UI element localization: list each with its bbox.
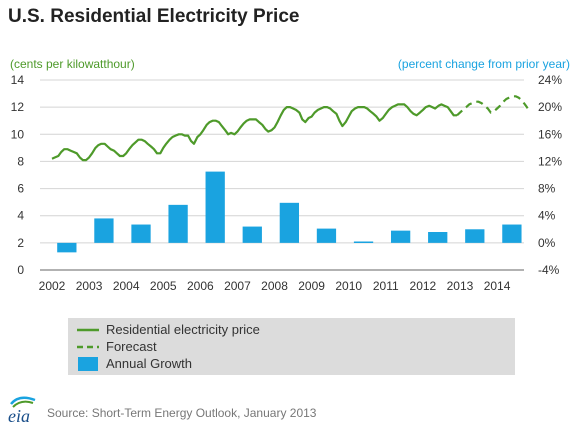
x-tick-label: 2005 xyxy=(150,279,177,293)
x-tick-label: 2006 xyxy=(187,279,214,293)
logo-arc2-icon xyxy=(12,400,34,408)
growth-bar xyxy=(168,204,188,243)
price-forecast-line xyxy=(456,95,532,117)
growth-bar xyxy=(94,218,114,243)
left-axis-label: (cents per kilowatthour) xyxy=(10,57,135,71)
x-tick-label: 2010 xyxy=(335,279,362,293)
legend-swatch-growth xyxy=(78,357,98,371)
x-tick-label: 2013 xyxy=(447,279,474,293)
growth-bar xyxy=(390,230,411,243)
eia-logo: eia xyxy=(8,396,36,426)
y-right-tick-label: 12% xyxy=(538,154,562,168)
growth-bar xyxy=(502,224,522,243)
growth-bar xyxy=(242,226,262,243)
y-right-tick-label: 20% xyxy=(538,100,562,114)
logo-arc-icon xyxy=(10,396,36,405)
source-note: Source: Short-Term Energy Outlook, Janua… xyxy=(47,406,317,420)
x-tick-label: 2007 xyxy=(224,279,251,293)
growth-bar xyxy=(205,171,225,243)
legend: Residential electricity price Forecast A… xyxy=(68,318,515,375)
legend-swatch-forecast xyxy=(77,345,99,349)
x-tick-label: 2014 xyxy=(484,279,511,293)
legend-label-growth: Annual Growth xyxy=(106,356,192,371)
x-tick-label: 2004 xyxy=(113,279,140,293)
y-right-tick-label: -4% xyxy=(538,263,560,277)
chart-plot: 0 2 4 6 8 10 12 14 -4% 0% 4% 8% 12% 16% 20% 24% 2002 2003… xyxy=(11,73,563,293)
growth-bar xyxy=(279,202,300,243)
y-left-tick-label: 4 xyxy=(17,209,24,223)
growth-bar xyxy=(428,232,448,243)
x-tick-label: 2003 xyxy=(76,279,103,293)
axes: 0 2 4 6 8 10 12 14 -4% 0% 4% 8% 12% 16% 20% 24% 2002 2003… xyxy=(11,73,563,293)
y-right-tick-label: 0% xyxy=(538,236,556,250)
right-axis-label: (percent change from prior year) xyxy=(397,57,570,71)
svg-text:eia: eia xyxy=(8,406,30,426)
growth-bar xyxy=(465,229,485,243)
growth-bars xyxy=(57,171,522,253)
price-lines xyxy=(51,95,532,162)
x-tick-label: 2008 xyxy=(261,279,288,293)
y-left-tick-label: 6 xyxy=(17,182,24,196)
x-tick-label: 2009 xyxy=(298,279,325,293)
growth-bar xyxy=(353,241,374,243)
x-tick-label: 2002 xyxy=(39,279,66,293)
y-left-tick-label: 10 xyxy=(11,127,25,141)
y-left-tick-label: 0 xyxy=(17,263,24,277)
price-history-line xyxy=(51,103,457,162)
legend-label-price: Residential electricity price xyxy=(106,322,260,337)
growth-bar xyxy=(57,242,77,253)
y-right-tick-label: 8% xyxy=(538,182,556,196)
y-right-tick-label: 24% xyxy=(538,73,562,87)
y-left-tick-label: 8 xyxy=(17,154,24,168)
y-right-tick-label: 4% xyxy=(538,209,556,223)
growth-bar xyxy=(316,228,337,243)
legend-swatch-price xyxy=(77,328,99,332)
y-left-tick-label: 14 xyxy=(11,73,25,87)
y-left-tick-label: 2 xyxy=(17,236,24,250)
x-tick-label: 2012 xyxy=(410,279,437,293)
growth-bar xyxy=(131,224,151,243)
chart-title: U.S. Residential Electricity Price xyxy=(8,6,300,27)
y-left-tick-label: 12 xyxy=(11,100,25,114)
y-right-tick-label: 16% xyxy=(538,127,562,141)
x-tick-label: 2011 xyxy=(373,279,399,293)
legend-label-forecast: Forecast xyxy=(106,339,157,354)
